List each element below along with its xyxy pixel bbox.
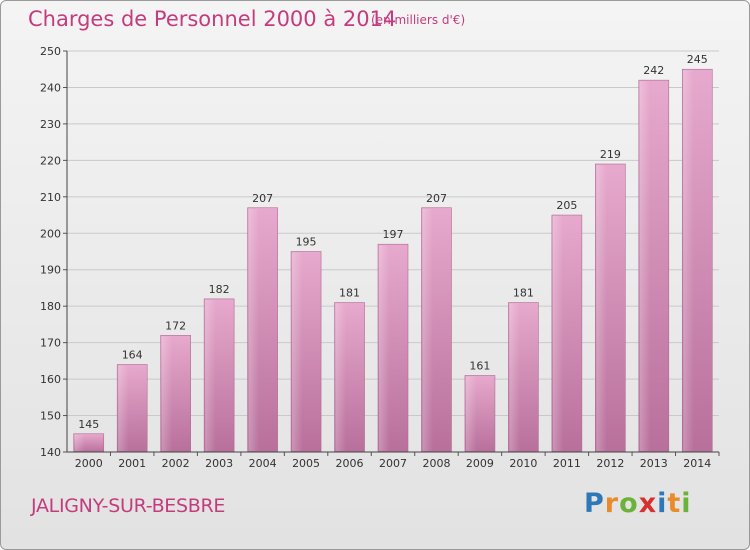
y-tick-label: 190 — [40, 264, 61, 277]
x-tick-labels: 2000 2001 2002 2003 2004 2005 2006 2007 2008 2009… — [75, 457, 712, 470]
y-tick-label: 180 — [40, 300, 61, 313]
data-label: 182 — [209, 283, 230, 296]
data-label: 219 — [600, 148, 621, 161]
y-tick-labels: 140 150 160 170 180 190 200 210 220 230 240 250 — [40, 45, 61, 459]
data-label: 181 — [339, 287, 360, 300]
data-label: 207 — [426, 192, 447, 205]
bar-highlight — [205, 299, 216, 451]
bar-highlight — [639, 81, 651, 451]
bar-highlight — [552, 216, 564, 451]
proxiti-logo: Proxiti — [584, 488, 692, 519]
bar-highlight — [118, 365, 129, 451]
x-tick-label: 2000 — [75, 457, 103, 470]
chart-title: Charges de Personnel 2000 à 2014 — [28, 7, 397, 31]
y-tick-label: 140 — [40, 446, 61, 459]
x-tick-label: 2012 — [596, 457, 624, 470]
data-label: 245 — [687, 53, 708, 66]
logo-letter: t — [667, 488, 682, 519]
x-tick-label: 2007 — [379, 457, 407, 470]
bar-highlight — [292, 252, 303, 451]
y-tick-label: 210 — [40, 191, 61, 204]
x-tick-label: 2010 — [509, 457, 537, 470]
x-tick-label: 2014 — [683, 457, 711, 470]
axes — [63, 50, 720, 456]
x-tick-label: 2013 — [640, 457, 668, 470]
x-tick-label: 2006 — [336, 457, 364, 470]
bar-highlight — [74, 434, 86, 451]
y-tick-label: 250 — [40, 45, 61, 58]
y-tick-label: 200 — [40, 227, 61, 240]
data-label: 197 — [383, 228, 404, 241]
y-tick-label: 230 — [40, 118, 61, 131]
data-label: 172 — [165, 319, 186, 332]
data-label: 207 — [252, 192, 273, 205]
y-tick-label: 160 — [40, 373, 61, 386]
logo-letter: i — [681, 488, 692, 519]
bar-highlight — [248, 208, 260, 451]
logo-letter: r — [604, 488, 620, 519]
bar-highlight — [509, 303, 520, 451]
bar-highlight — [335, 303, 347, 451]
x-tick-label: 2009 — [466, 457, 494, 470]
x-tick-label: 2002 — [162, 457, 190, 470]
data-label: 242 — [643, 64, 664, 77]
x-tick-label: 2004 — [249, 457, 277, 470]
data-label: 205 — [556, 199, 577, 212]
bar-highlight — [161, 336, 173, 451]
x-tick-label: 2001 — [118, 457, 146, 470]
x-tick-label: 2008 — [422, 457, 450, 470]
logo-letter: x — [638, 488, 658, 519]
bar-highlight — [379, 245, 390, 451]
logo-letter: o — [619, 488, 639, 519]
bars — [73, 68, 713, 453]
x-tick-label: 2005 — [292, 457, 320, 470]
data-label: 195 — [296, 236, 317, 249]
bar-highlight — [683, 70, 694, 452]
y-tick-label: 150 — [40, 410, 61, 423]
data-label: 164 — [122, 349, 143, 362]
y-tick-label: 240 — [40, 81, 61, 94]
y-tick-label: 220 — [40, 154, 61, 167]
bar-highlight — [465, 376, 477, 451]
commune-name: JALIGNY-SUR-BESBRE — [31, 495, 226, 517]
x-tick-label: 2011 — [553, 457, 581, 470]
data-label: 181 — [513, 287, 534, 300]
bar-highlight — [596, 165, 607, 451]
chart-subtitle: (en milliers d'€) — [371, 13, 466, 27]
y-tick-label: 170 — [40, 337, 61, 350]
data-label: 161 — [469, 359, 490, 372]
data-label: 145 — [78, 418, 99, 431]
x-tick-label: 2003 — [205, 457, 233, 470]
logo-letter: i — [657, 488, 668, 519]
bar-highlight — [422, 208, 433, 451]
logo-letter: P — [584, 488, 605, 519]
data-labels: 145 164 172 182 207 195 181 197 207 161 181 205 219 2… — [78, 53, 708, 431]
